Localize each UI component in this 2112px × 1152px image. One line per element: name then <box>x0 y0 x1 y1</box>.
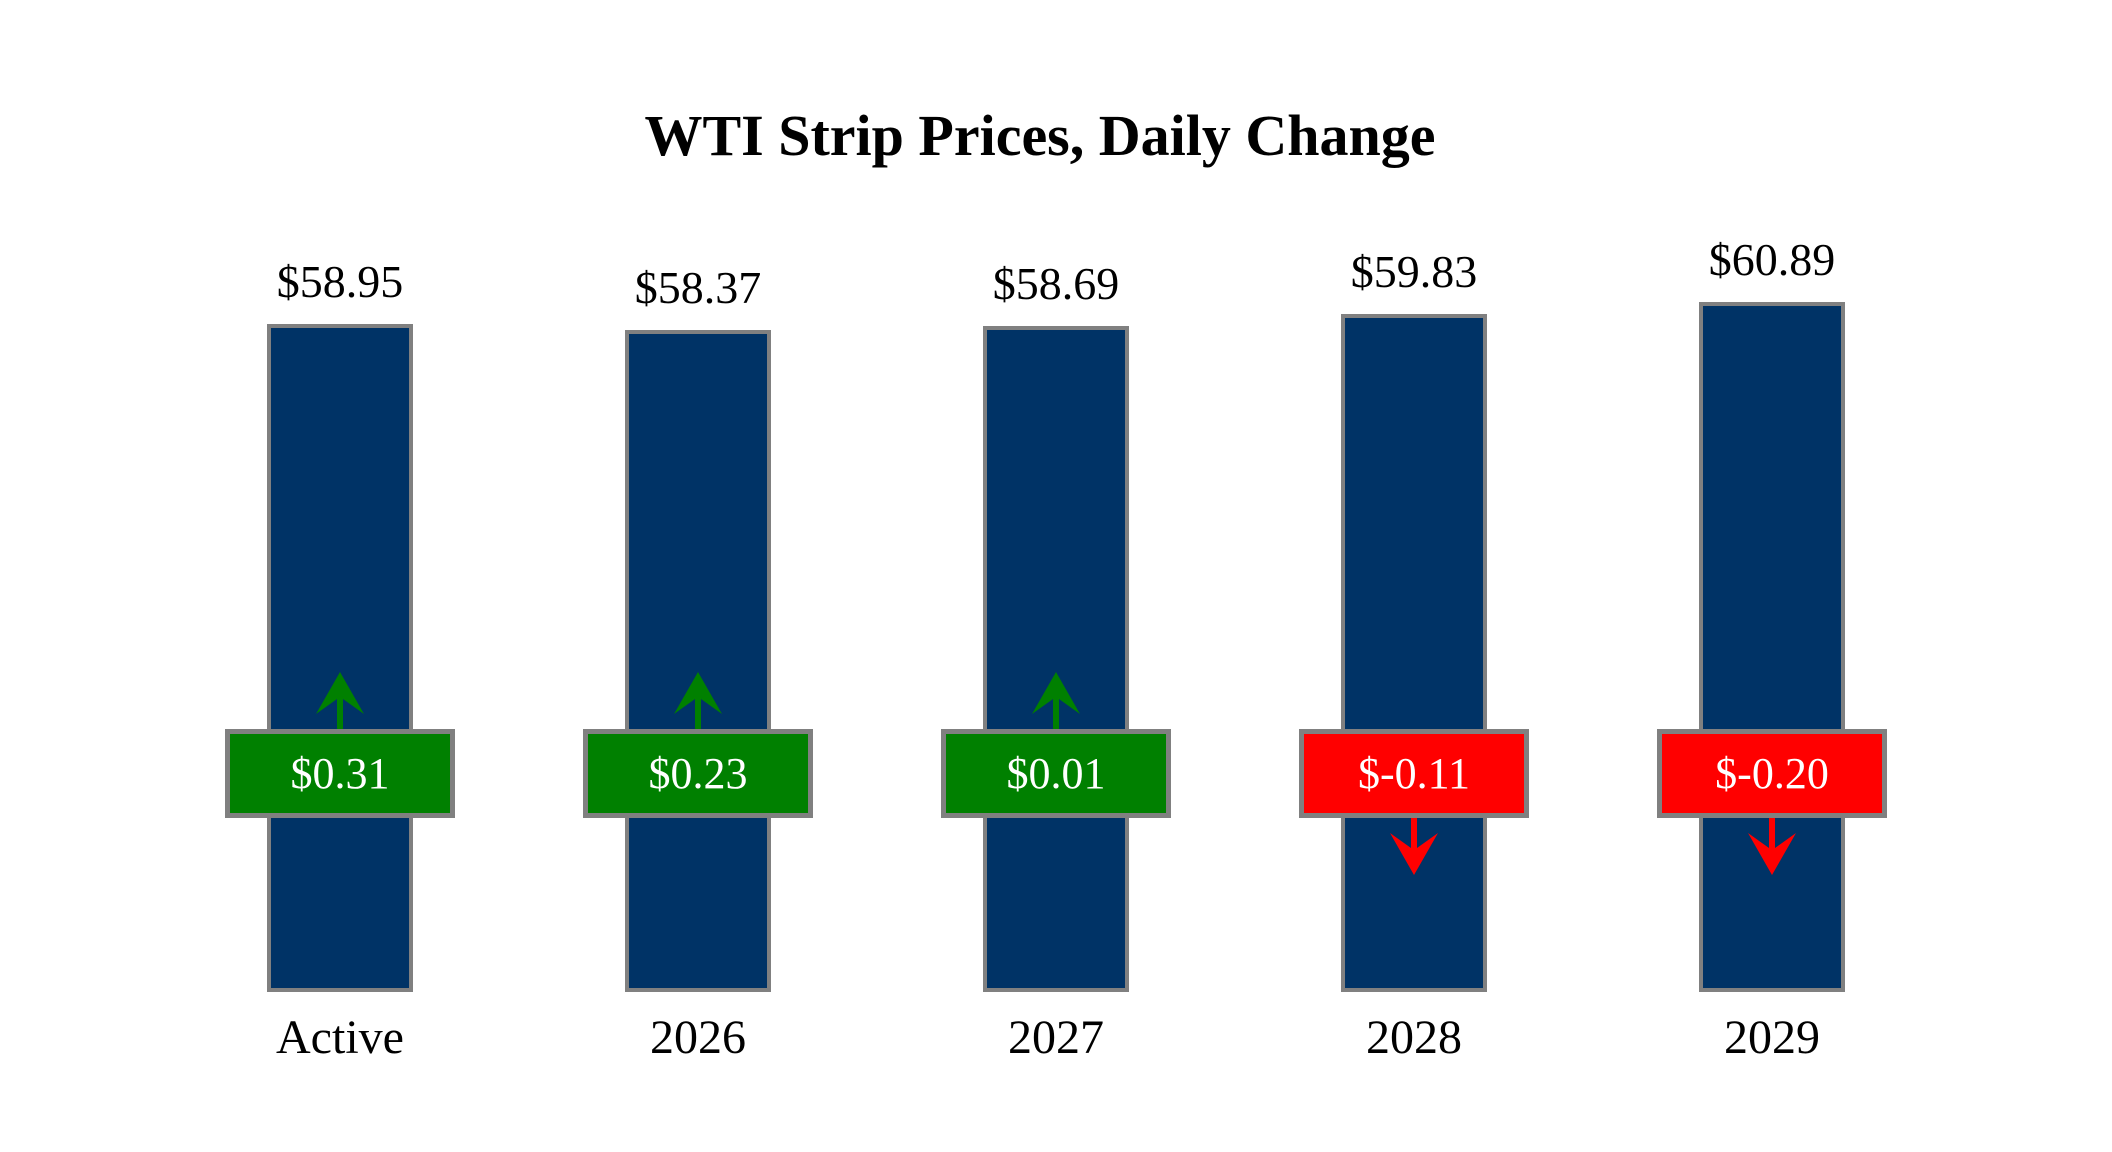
bar-2029 <box>1699 302 1845 992</box>
category-label-2028: 2028 <box>1366 1011 1462 1064</box>
change-badge-2027: $0.01 <box>941 729 1171 818</box>
down-arrow-icon <box>1748 818 1796 875</box>
category-label-2026: 2026 <box>650 1011 746 1064</box>
up-arrow-icon <box>674 672 722 729</box>
up-arrow-icon <box>1032 672 1080 729</box>
price-label: $58.37 <box>634 262 762 313</box>
change-badge-2026: $0.23 <box>583 729 813 818</box>
change-badge-2028: $-0.11 <box>1299 729 1529 818</box>
change-badge-2029: $-0.20 <box>1657 729 1887 818</box>
chart-title: WTI Strip Prices, Daily Change <box>644 103 1436 168</box>
bar-2027 <box>983 326 1129 992</box>
down-arrow-icon <box>1390 818 1438 875</box>
price-label: $58.95 <box>276 256 404 307</box>
change-badge-active: $0.31 <box>225 729 455 818</box>
up-arrow-icon <box>316 672 364 729</box>
price-label: $58.69 <box>992 258 1120 309</box>
category-label-2027: 2027 <box>1008 1011 1104 1064</box>
bar-active <box>267 324 413 992</box>
category-label-active: Active <box>276 1011 404 1064</box>
category-label-2029: 2029 <box>1724 1011 1820 1064</box>
price-label: $59.83 <box>1350 246 1478 297</box>
bar-2028 <box>1341 314 1487 992</box>
bar-2026 <box>625 330 771 992</box>
price-label: $60.89 <box>1708 234 1836 285</box>
